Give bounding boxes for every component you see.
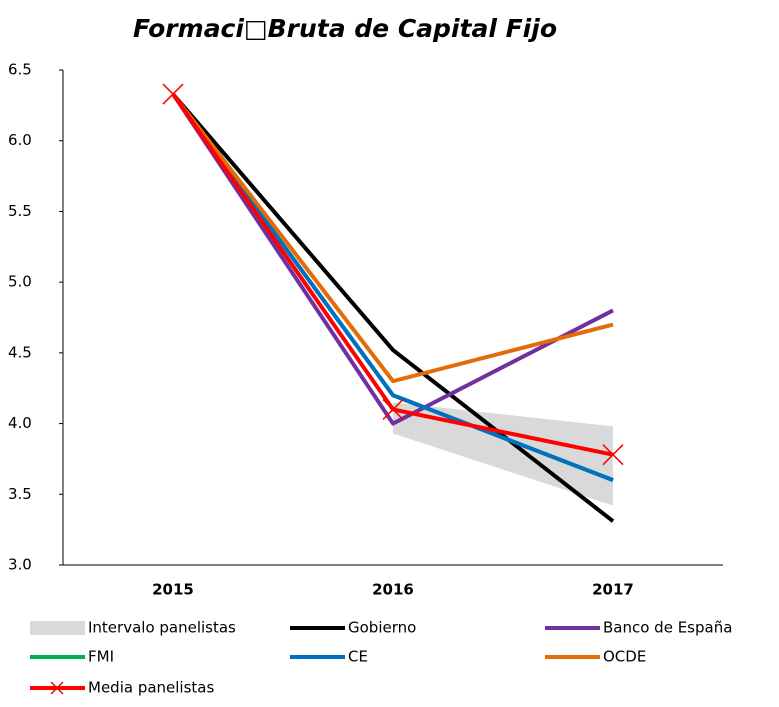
legend-label: FMI bbox=[88, 648, 114, 666]
y-tick-label: 5.0 bbox=[8, 273, 32, 291]
series-line bbox=[171, 92, 615, 523]
chart-title: Formaci□Bruta de Capital Fijo bbox=[133, 14, 557, 43]
y-tick-label: 3.0 bbox=[8, 556, 32, 574]
x-tick-label: 2017 bbox=[592, 581, 634, 599]
legend-label: Gobierno bbox=[348, 619, 416, 637]
legend-label: Banco de España bbox=[603, 619, 732, 637]
y-tick-label: 6.0 bbox=[8, 131, 32, 149]
marker bbox=[162, 83, 184, 105]
series-line bbox=[171, 92, 614, 384]
series-line bbox=[171, 92, 614, 483]
legend-label: OCDE bbox=[603, 648, 646, 666]
y-tick-label: 6.5 bbox=[8, 61, 32, 79]
x-tick-label: 2015 bbox=[152, 581, 194, 599]
marker bbox=[382, 398, 404, 420]
series-line bbox=[171, 92, 614, 457]
marker bbox=[602, 444, 624, 466]
x-tick-label: 2016 bbox=[372, 581, 414, 599]
legend-label: Intervalo panelistas bbox=[88, 619, 236, 637]
legend-marker bbox=[50, 681, 64, 695]
y-tick-label: 4.0 bbox=[8, 414, 32, 432]
y-tick-label: 3.5 bbox=[8, 485, 32, 503]
y-tick-label: 5.5 bbox=[8, 202, 32, 220]
series-line bbox=[171, 92, 614, 426]
legend-swatch bbox=[30, 621, 85, 635]
legend-label: CE bbox=[348, 648, 368, 666]
y-tick-label: 4.5 bbox=[8, 343, 32, 361]
legend-label: Media panelistas bbox=[88, 679, 214, 697]
